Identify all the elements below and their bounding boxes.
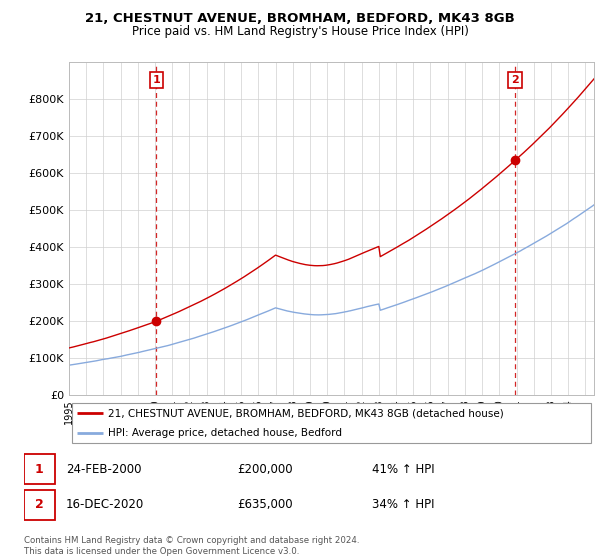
Text: 1: 1 (152, 75, 160, 85)
FancyBboxPatch shape (71, 403, 592, 444)
Text: 1: 1 (35, 463, 44, 475)
Text: 21, CHESTNUT AVENUE, BROMHAM, BEDFORD, MK43 8GB: 21, CHESTNUT AVENUE, BROMHAM, BEDFORD, M… (85, 12, 515, 25)
Text: HPI: Average price, detached house, Bedford: HPI: Average price, detached house, Bedf… (109, 428, 343, 438)
Text: 16-DEC-2020: 16-DEC-2020 (66, 498, 145, 511)
Text: 2: 2 (35, 498, 44, 511)
Text: £635,000: £635,000 (237, 498, 293, 511)
Text: £200,000: £200,000 (237, 463, 293, 475)
FancyBboxPatch shape (24, 454, 55, 484)
Text: 2: 2 (511, 75, 519, 85)
Text: 34% ↑ HPI: 34% ↑ HPI (372, 498, 434, 511)
FancyBboxPatch shape (24, 490, 55, 520)
Text: 41% ↑ HPI: 41% ↑ HPI (372, 463, 434, 475)
Text: Contains HM Land Registry data © Crown copyright and database right 2024.
This d: Contains HM Land Registry data © Crown c… (24, 536, 359, 556)
Text: 21, CHESTNUT AVENUE, BROMHAM, BEDFORD, MK43 8GB (detached house): 21, CHESTNUT AVENUE, BROMHAM, BEDFORD, M… (109, 408, 504, 418)
Text: 24-FEB-2000: 24-FEB-2000 (66, 463, 142, 475)
Text: Price paid vs. HM Land Registry's House Price Index (HPI): Price paid vs. HM Land Registry's House … (131, 25, 469, 38)
